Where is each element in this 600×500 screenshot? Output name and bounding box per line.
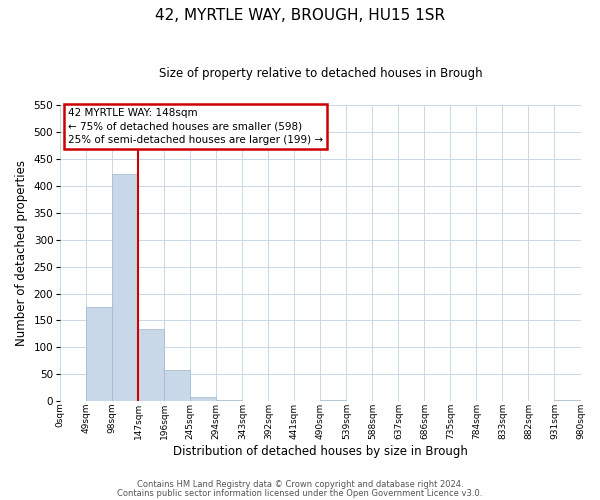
Text: Contains public sector information licensed under the Open Government Licence v3: Contains public sector information licen… (118, 488, 482, 498)
Bar (138, 329, 164, 401)
Y-axis label: Number of detached properties: Number of detached properties (15, 160, 28, 346)
Text: Contains HM Land Registry data © Crown copyright and database right 2024.: Contains HM Land Registry data © Crown c… (137, 480, 463, 489)
Bar (554, 400, 581, 401)
X-axis label: Distribution of detached houses by size in Brough: Distribution of detached houses by size … (173, 444, 468, 458)
Bar (112, 174, 138, 401)
Bar (164, 370, 190, 401)
Text: 42, MYRTLE WAY, BROUGH, HU15 1SR: 42, MYRTLE WAY, BROUGH, HU15 1SR (155, 8, 445, 22)
Bar (86, 307, 112, 401)
Title: Size of property relative to detached houses in Brough: Size of property relative to detached ho… (158, 68, 482, 80)
Text: 42 MYRTLE WAY: 148sqm
← 75% of detached houses are smaller (598)
25% of semi-det: 42 MYRTLE WAY: 148sqm ← 75% of detached … (68, 108, 323, 144)
Bar (320, 400, 346, 401)
Bar (190, 398, 217, 401)
Bar (217, 400, 242, 401)
